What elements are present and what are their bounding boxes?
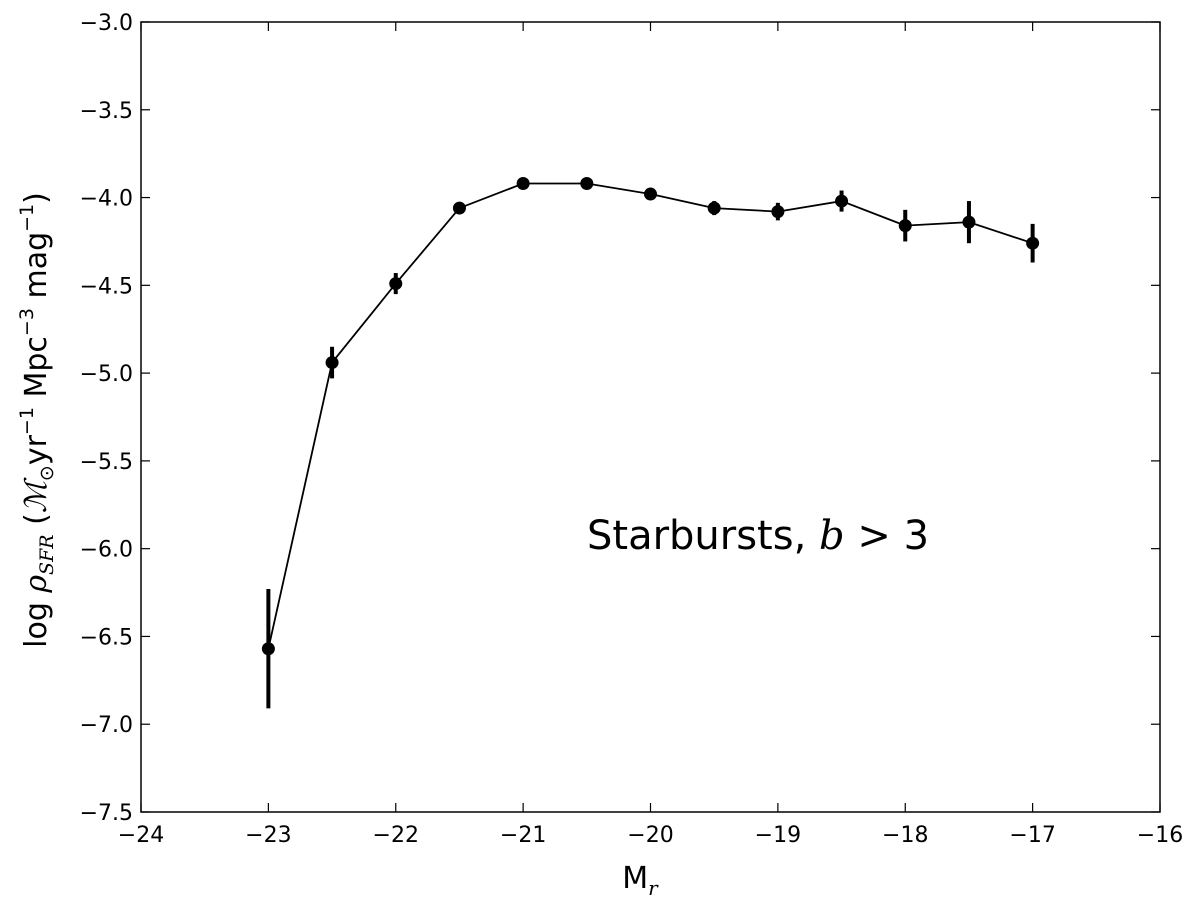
y-axis-label-mass: ℳ [19,477,54,513]
data-point [771,205,785,219]
data-point [707,201,721,215]
x-tick-label: −24 [118,823,164,848]
series-line [267,182,1033,649]
data-point [389,277,403,291]
y-axis-label-mag-exp: −1 [16,204,38,232]
annotation-op: > [845,513,904,559]
data-point [580,177,594,191]
data-point [1026,236,1040,250]
data-point [644,187,657,201]
y-axis-label-mpc-exp: −3 [16,308,38,336]
y-axis-label-open: ( [19,513,54,534]
x-axis-label: Mr [622,861,659,900]
plot-area: −24 −23 −22 −21 −20 −19 −18 −17 −16 −7.5 −7.0 −6.5 −… [80,11,1184,848]
data-point [452,201,466,215]
data-point [516,177,530,191]
y-axis-label: log ρSFR (ℳ⊙yr−1 Mpc−3 mag−1) [16,192,58,648]
y-tick-label: −5.0 [80,362,133,387]
x-axis-label-sub: r [648,876,659,900]
x-tick-label: −23 [245,823,291,848]
y-axis-label-mpc: Mpc [19,336,54,407]
y-tick-label: −7.5 [80,801,133,826]
x-axis-label-main: M [622,861,648,896]
y-axis-label-mag: mag [19,232,54,308]
y-tick-label: −7.0 [80,713,133,738]
x-tick-label: −19 [755,823,801,848]
y-tick-label: −5.5 [80,450,133,475]
y-axis-label-close: ) [19,192,54,204]
x-tick-label: −16 [1137,823,1183,848]
data-point [325,356,339,370]
x-tick-label: −22 [373,823,419,848]
data-point [898,219,912,233]
data-point [261,642,275,656]
y-tick-label: −4.0 [80,187,133,212]
y-axis-label-yr-exp: −1 [16,407,38,435]
y-axis-label-sun: ⊙ [36,465,58,481]
annotation-value: 3 [904,513,929,559]
y-tick-label: −3.0 [80,11,133,36]
y-tick-label: −3.5 [80,99,133,124]
annotation: Starbursts, b > 3 [587,513,929,559]
y-axis-label-rho: ρ [19,575,54,594]
plot-frame [140,21,1161,813]
annotation-text: Starbursts, [587,513,819,559]
x-tick-label: −21 [500,823,546,848]
annotation-var: b [819,513,845,559]
y-axis-label-rho-sub: SFR [36,534,58,575]
data-point [962,215,976,229]
y-tick-label: −6.0 [80,538,133,563]
x-tick-label: −17 [1009,823,1055,848]
data-point [835,194,849,208]
y-axis-label-yr: yr [19,434,54,465]
y-tick-label: −4.5 [80,274,133,299]
x-tick-label: −18 [882,823,928,848]
y-tick-label: −6.5 [80,625,133,650]
y-axis-label-prefix: log [19,593,54,648]
x-tick-label: −20 [627,823,673,848]
